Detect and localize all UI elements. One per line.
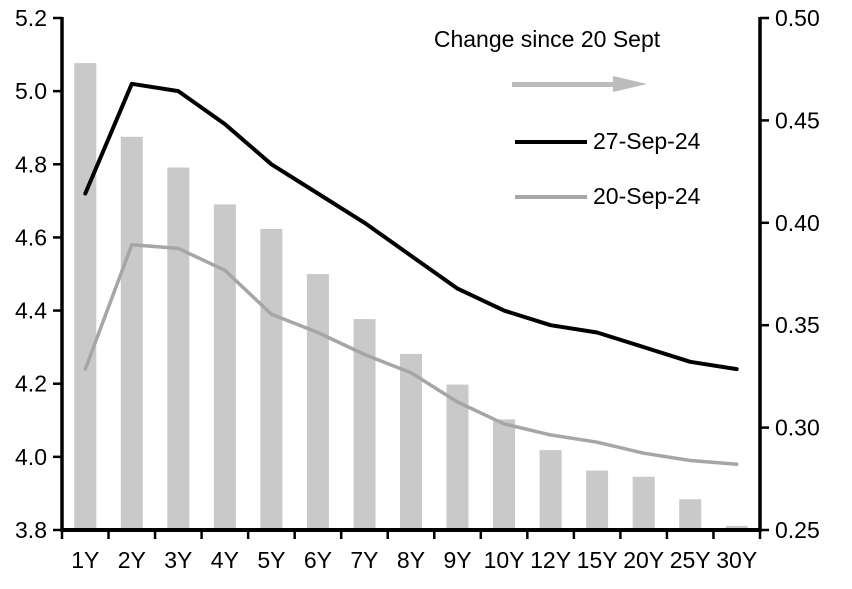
x-axis-category-label: 10Y [484,547,525,573]
bar-2Y [120,136,143,531]
x-axis-category-label: 9Y [443,547,471,573]
left-axis-tick-label: 4.8 [15,151,47,177]
x-axis-category-label: 30Y [716,547,757,573]
bar-5Y [260,228,283,530]
right-axis: 0.25 0.30 0.35 0.40 0.45 0.50 [758,5,820,543]
bar-15Y [586,470,609,530]
x-axis-category-label: 25Y [670,547,711,573]
right-axis-tick-label: 0.45 [775,107,820,133]
bar-10Y [493,419,516,530]
x-axis-category-label: 20Y [623,547,664,573]
right-axis-tick-label: 0.25 [775,517,820,543]
bar-7Y [353,319,376,530]
right-axis-tick-label: 0.40 [775,210,820,236]
x-axis-category-label: 5Y [257,547,285,573]
bar-8Y [400,353,422,530]
left-axis-tick-label: 4.2 [15,371,47,397]
left-axis-tick-label: 4.0 [15,444,47,470]
bar-3Y [167,167,190,530]
left-axis: 3.8 4.0 4.2 4.4 4.6 4.8 5.0 5.2 [15,5,64,543]
x-axis-category-label: 15Y [577,547,618,573]
right-axis-tick-label: 0.30 [775,415,820,441]
x-axis-category-label: 1Y [71,547,99,573]
bar-12Y [539,450,562,530]
bar-20Y [632,476,655,530]
x-axis: 1Y 2Y 3Y 4Y 5Y 6Y 7Y 8Y 9Y 10Y 12Y 15Y 20Y 25Y 30Y [60,528,762,573]
line-27-sep-24 [83,81,739,372]
line-20-sep-24 [83,242,739,466]
left-axis-tick-label: 4.6 [15,224,47,250]
right-axis-tick-label: 0.50 [775,5,820,31]
bar-1Y [74,63,97,530]
x-axis-category-label: 2Y [118,547,146,573]
x-axis-category-label: 7Y [350,547,378,573]
x-axis-category-label: 8Y [397,547,425,573]
right-axis-tick-label: 0.35 [775,312,820,338]
bar-6Y [306,274,329,530]
bars-change-since-20-sept [74,63,748,531]
x-axis-category-label: 12Y [530,547,571,573]
bar-30Y [725,525,748,530]
bar-4Y [213,204,236,530]
x-axis-category-label: 3Y [164,547,192,573]
left-axis-tick-label: 3.8 [15,517,47,543]
x-axis-category-label: 6Y [304,547,332,573]
bar-25Y [679,499,702,530]
bar-9Y [446,384,469,530]
x-axis-category-label: 4Y [211,547,239,573]
left-axis-tick-label: 4.4 [15,298,47,324]
left-axis-tick-label: 5.2 [15,5,47,31]
left-axis-tick-label: 5.0 [15,78,47,104]
